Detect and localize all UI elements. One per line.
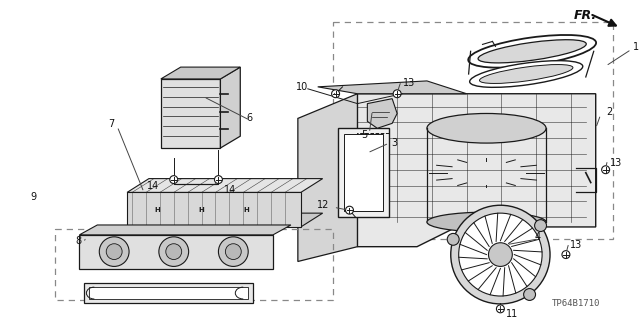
Polygon shape (357, 94, 596, 247)
Ellipse shape (427, 212, 546, 232)
Text: 13: 13 (403, 78, 415, 88)
Text: H: H (198, 207, 204, 213)
Circle shape (451, 205, 550, 304)
Text: 13: 13 (610, 158, 622, 168)
Text: TP64B1710: TP64B1710 (552, 300, 600, 308)
Circle shape (99, 237, 129, 266)
Text: 11: 11 (506, 309, 518, 319)
Circle shape (497, 305, 504, 313)
Text: 2: 2 (607, 107, 613, 116)
Circle shape (159, 237, 189, 266)
Ellipse shape (478, 40, 586, 63)
Text: 5: 5 (361, 130, 367, 140)
Bar (54, 229, 333, 300)
Circle shape (346, 206, 353, 214)
Polygon shape (220, 67, 240, 148)
Circle shape (562, 251, 570, 258)
Text: 6: 6 (246, 114, 252, 123)
Circle shape (488, 243, 512, 266)
Ellipse shape (468, 35, 596, 68)
Circle shape (602, 166, 610, 174)
Circle shape (459, 213, 542, 296)
Text: 10: 10 (296, 82, 308, 92)
Polygon shape (317, 81, 467, 94)
Text: 4: 4 (535, 232, 541, 242)
Bar (84, 283, 253, 303)
Bar (79, 235, 273, 269)
Text: 9: 9 (31, 192, 36, 202)
Polygon shape (127, 179, 323, 192)
Text: 13: 13 (570, 240, 582, 250)
Ellipse shape (470, 61, 583, 87)
Circle shape (393, 90, 401, 98)
Circle shape (534, 220, 547, 232)
Ellipse shape (427, 114, 546, 143)
Bar (161, 79, 220, 148)
Text: 12: 12 (317, 200, 330, 210)
Circle shape (166, 244, 182, 260)
Circle shape (218, 237, 248, 266)
Bar (90, 287, 248, 299)
Polygon shape (161, 67, 240, 79)
Bar (127, 192, 301, 227)
Circle shape (332, 90, 340, 98)
Circle shape (524, 289, 536, 300)
Circle shape (447, 234, 459, 245)
Circle shape (106, 244, 122, 260)
Text: FR.: FR. (574, 9, 597, 22)
Text: H: H (243, 207, 249, 213)
Polygon shape (127, 213, 323, 227)
Circle shape (214, 176, 222, 183)
Bar (344, 134, 383, 211)
Circle shape (170, 176, 178, 183)
Bar (333, 22, 612, 239)
Bar (337, 128, 389, 217)
Text: 14: 14 (225, 185, 237, 196)
Text: 8: 8 (76, 236, 81, 246)
Text: H: H (154, 207, 160, 213)
Ellipse shape (479, 64, 573, 84)
Polygon shape (298, 94, 357, 262)
Text: 3: 3 (391, 138, 397, 148)
Text: 1: 1 (634, 42, 639, 52)
Polygon shape (367, 99, 397, 128)
Circle shape (225, 244, 241, 260)
Text: 14: 14 (147, 181, 159, 190)
Polygon shape (79, 225, 291, 235)
Text: 7: 7 (108, 119, 114, 129)
